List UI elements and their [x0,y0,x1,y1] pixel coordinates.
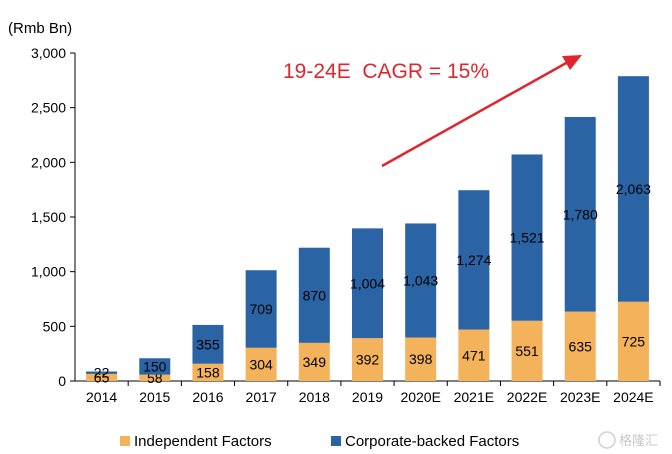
watermark-text: 格隆汇 [619,433,658,449]
y-tick-label: 2,500 [31,100,66,116]
bar-corporate [192,324,224,364]
bar-independent [405,337,437,381]
data-label-independent: 725 [622,333,646,349]
x-tick-label: 2023E [560,389,600,405]
bar-independent [511,320,543,381]
bar-corporate [405,223,437,338]
data-label-corporate: 1,043 [403,272,438,288]
y-axis-ticks: 0 500 1,000 1,500 2,000 2,500 3,000 [31,45,75,389]
x-tick-label: 2022E [507,389,547,405]
legend: Independent Factors Corporate-backed Fac… [120,433,519,450]
data-label-independent: 349 [303,354,327,370]
bar-independent [617,301,649,381]
data-label-independent: 398 [409,351,433,367]
data-label-independent: 158 [196,364,220,380]
cagr-arrow-head [562,55,582,70]
legend-label-corporate: Corporate-backed Factors [345,433,519,450]
y-tick-label: 2,000 [31,154,66,170]
data-label-corporate: 150 [143,358,167,374]
legend-label-independent: Independent Factors [134,433,272,450]
bar-corporate [617,76,649,302]
x-tick-label: 2021E [454,389,494,405]
data-label-corporate: 355 [196,336,220,352]
data-label-independent: 304 [249,356,273,372]
y-tick-label: 0 [58,373,66,389]
watermark-logo-icon [598,431,616,449]
bar-corporate [564,116,596,312]
bar-corporate [511,154,543,321]
watermark: 格隆汇 [598,431,658,449]
cagr-text: 19-24E CAGR = 15% [283,60,489,83]
bar-independent [192,363,224,381]
data-label-independent: 551 [515,343,539,359]
legend-swatch-independent [120,436,130,446]
bar-independent [458,329,490,381]
bar-corporate [86,371,118,374]
y-tick-label: 500 [43,318,67,334]
x-tick-label: 2017 [246,389,277,405]
unit-label: (Rmb Bn) [8,20,72,37]
data-label-corporate: 1,780 [563,206,598,222]
x-tick-label: 2019 [352,389,383,405]
bar-independent [86,373,118,381]
bar-independent [352,338,383,381]
data-label-corporate: 1,274 [456,252,491,268]
data-label-independent: 635 [569,338,593,354]
data-label-corporate: 1,004 [350,275,385,291]
legend-swatch-corporate [331,436,341,446]
cagr-arrow-line [381,60,569,168]
x-tick-label: 2015 [139,389,170,405]
data-label-corporate: 1,521 [510,230,545,246]
x-axis-ticks: 2014 2015 2016 2017 2018 2019 2020E 2021E 2022E 2… [86,381,661,405]
bar-independent [298,342,330,381]
bar-independent [564,311,596,381]
data-label-independent: 471 [462,347,486,363]
x-tick-label: 2020E [400,389,440,405]
data-label-corporate: 870 [303,287,327,303]
x-tick-label: 2014 [86,389,117,405]
x-tick-label: 2018 [299,389,330,405]
bar-corporate [139,358,171,375]
x-tick-label: 2024E [613,389,653,405]
data-label-corporate: 709 [249,301,273,317]
y-tick-label: 1,000 [31,264,66,280]
x-tick-label: 2016 [192,389,223,405]
data-label-corporate: 2,063 [616,181,651,197]
y-tick-label: 1,500 [31,209,66,225]
data-label-independent: 392 [356,352,380,368]
bar-independent [245,347,277,381]
data-label-corporate: 22 [94,365,110,381]
bar-independent [139,374,171,381]
bar-corporate [245,270,277,348]
bar-corporate [298,247,330,343]
bar-corporate [352,228,383,339]
y-tick-label: 3,000 [31,45,66,61]
cagr-annotation: 19-24E CAGR = 15% [283,55,582,168]
bar-corporate [458,190,490,330]
